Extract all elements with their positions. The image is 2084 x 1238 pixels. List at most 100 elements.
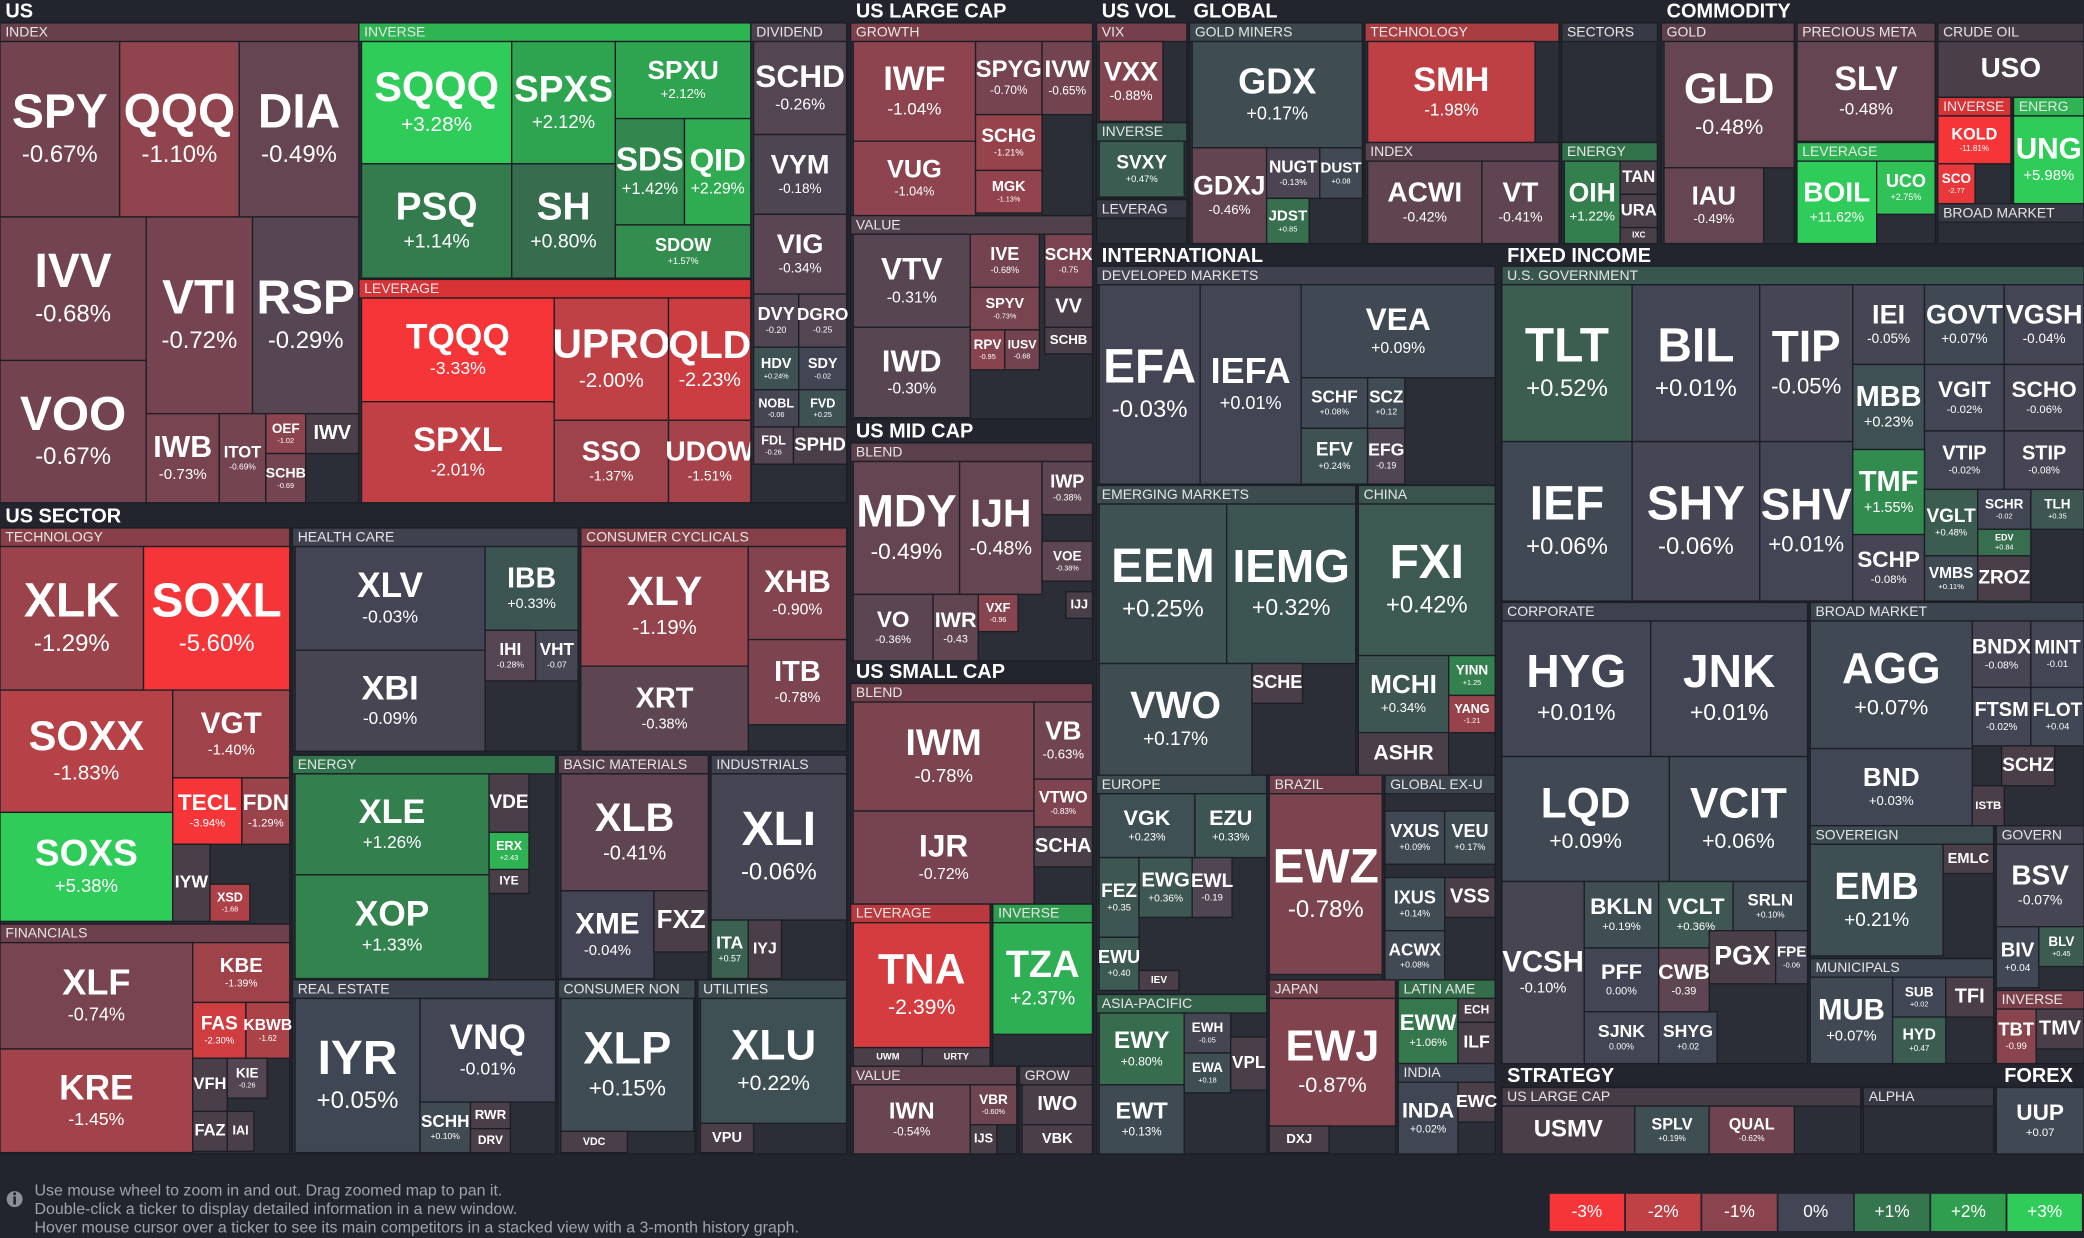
ticker-label[interactable]: EWU xyxy=(1098,947,1140,967)
ticker-tile[interactable] xyxy=(1397,1081,1459,1155)
ticker-label[interactable]: XOP xyxy=(355,894,429,933)
ticker-tile[interactable] xyxy=(534,629,579,682)
ticker-tile[interactable] xyxy=(1501,620,1652,758)
ticker-label[interactable]: VBK xyxy=(1042,1131,1073,1147)
ticker-label[interactable]: TNA xyxy=(878,946,965,994)
ticker-tile[interactable] xyxy=(1194,793,1268,859)
ticker-tile[interactable] xyxy=(1384,810,1446,865)
ticker-label[interactable]: IJH xyxy=(970,493,1031,536)
ticker-tile[interactable] xyxy=(1098,1084,1185,1155)
ticker-tile[interactable] xyxy=(1945,976,1995,1018)
ticker-label[interactable]: VDE xyxy=(489,792,528,813)
ticker-label[interactable]: XLF xyxy=(62,961,130,1002)
ticker-tile[interactable] xyxy=(1971,686,2032,747)
ticker-tile[interactable] xyxy=(305,412,360,455)
ticker-label[interactable]: FDN xyxy=(243,790,289,815)
ticker-label[interactable]: FPE xyxy=(1777,944,1806,961)
ticker-tile[interactable] xyxy=(1923,430,2005,491)
ticker-tile[interactable] xyxy=(245,1001,291,1059)
ticker-tile[interactable] xyxy=(2035,1008,2084,1050)
ticker-label[interactable]: IBB xyxy=(507,562,556,594)
ticker-label[interactable]: BSV xyxy=(2011,859,2069,890)
ticker-label[interactable]: IWO xyxy=(1037,1093,1077,1115)
ticker-tile[interactable] xyxy=(1366,160,1483,245)
ticker-label[interactable]: VCSH xyxy=(1502,945,1584,978)
ticker-label[interactable]: XLU xyxy=(731,1021,816,1069)
ticker-tile[interactable] xyxy=(1809,620,1974,750)
ticker-tile[interactable] xyxy=(192,1001,247,1059)
ticker-tile[interactable] xyxy=(192,941,291,1004)
ticker-label[interactable]: QID xyxy=(690,142,746,178)
ticker-tile[interactable] xyxy=(798,389,848,428)
ticker-label[interactable]: PFF xyxy=(1601,959,1642,984)
ticker-label[interactable]: IXC xyxy=(1632,231,1646,240)
ticker-label[interactable]: SPXU xyxy=(648,55,719,85)
ticker-label[interactable]: XLB xyxy=(595,796,674,840)
ticker-tile[interactable] xyxy=(1995,1086,2084,1155)
ticker-label[interactable]: HYD xyxy=(1903,1027,1936,1044)
ticker-tile[interactable] xyxy=(511,40,617,165)
ticker-label[interactable]: EWG xyxy=(1141,870,1190,892)
ticker-tile[interactable] xyxy=(752,389,800,428)
ticker-tile[interactable] xyxy=(1796,40,1936,142)
ticker-label[interactable]: BND xyxy=(1863,762,1920,792)
ticker-tile[interactable] xyxy=(1809,843,1944,957)
ticker-tile[interactable] xyxy=(752,40,848,136)
ticker-label[interactable]: MDY xyxy=(856,485,956,536)
ticker-tile[interactable] xyxy=(1937,40,2084,98)
ticker-label[interactable]: GLD xyxy=(1684,65,1775,113)
ticker-tile[interactable] xyxy=(798,346,848,391)
ticker-tile[interactable] xyxy=(1759,284,1854,443)
ticker-tile[interactable] xyxy=(852,593,934,662)
ticker-tile[interactable] xyxy=(1977,555,2032,602)
ticker-tile[interactable] xyxy=(1977,528,2032,557)
ticker-label[interactable]: IVV xyxy=(35,245,112,298)
ticker-label[interactable]: TMV xyxy=(2039,1017,2082,1039)
ticker-tile[interactable] xyxy=(614,224,752,279)
ticker-tile[interactable] xyxy=(932,593,979,662)
ticker-label[interactable]: IWM xyxy=(906,721,982,763)
ticker-label[interactable]: SOXS xyxy=(35,832,138,874)
ticker-label[interactable]: IJJ xyxy=(1070,597,1088,611)
ticker-label[interactable]: IWR xyxy=(935,608,977,632)
ticker-label[interactable]: ECH xyxy=(1464,1003,1489,1017)
ticker-label[interactable]: KBWB xyxy=(243,1017,292,1034)
ticker-label[interactable]: RPV xyxy=(974,337,1002,352)
ticker-label[interactable]: VGK xyxy=(1124,805,1171,830)
ticker-tile[interactable] xyxy=(1937,163,1976,205)
ticker-tile[interactable] xyxy=(1971,785,2005,827)
ticker-label[interactable]: ILF xyxy=(1463,1032,1490,1052)
ticker-label[interactable]: IXUS xyxy=(1394,887,1436,907)
ticker-tile[interactable] xyxy=(1226,503,1357,665)
ticker-tile[interactable] xyxy=(958,460,1043,596)
ticker-tile[interactable] xyxy=(969,329,1006,371)
ticker-label[interactable]: HYG xyxy=(1526,645,1626,697)
ticker-label[interactable]: SUB xyxy=(1905,984,1934,999)
ticker-label[interactable]: IYR xyxy=(318,1032,398,1085)
ticker-tile[interactable] xyxy=(0,689,174,814)
ticker-tile[interactable] xyxy=(1650,620,1809,758)
ticker-tile[interactable] xyxy=(852,326,971,419)
ticker-label[interactable]: KRE xyxy=(59,1069,133,1108)
ticker-tile[interactable] xyxy=(1457,1021,1496,1065)
ticker-tile[interactable] xyxy=(683,117,752,226)
ticker-label[interactable]: SCHD xyxy=(755,58,845,94)
ticker-tile[interactable] xyxy=(419,997,557,1103)
ticker-tile[interactable] xyxy=(1199,284,1302,485)
ticker-label[interactable]: BKLN xyxy=(1590,894,1653,919)
ticker-label[interactable]: SPXS xyxy=(514,67,613,109)
ticker-label[interactable]: DRV xyxy=(478,1133,503,1147)
ticker-tile[interactable] xyxy=(614,40,752,120)
ticker-label[interactable]: RSP xyxy=(257,272,355,325)
ticker-tile[interactable] xyxy=(752,213,848,295)
ticker-tile[interactable] xyxy=(1098,936,1140,992)
ticker-label[interactable]: VGSH xyxy=(2006,299,2083,330)
ticker-tile[interactable] xyxy=(1668,755,1809,883)
ticker-label[interactable]: ITA xyxy=(716,933,743,953)
ticker-tile[interactable] xyxy=(469,1101,512,1130)
ticker-tile[interactable] xyxy=(1923,555,1979,602)
ticker-tile[interactable] xyxy=(1995,1008,2037,1065)
ticker-label[interactable]: SCHO xyxy=(2012,377,2077,402)
ticker-label[interactable]: SDOW xyxy=(655,235,712,255)
ticker-tile[interactable] xyxy=(747,545,848,641)
